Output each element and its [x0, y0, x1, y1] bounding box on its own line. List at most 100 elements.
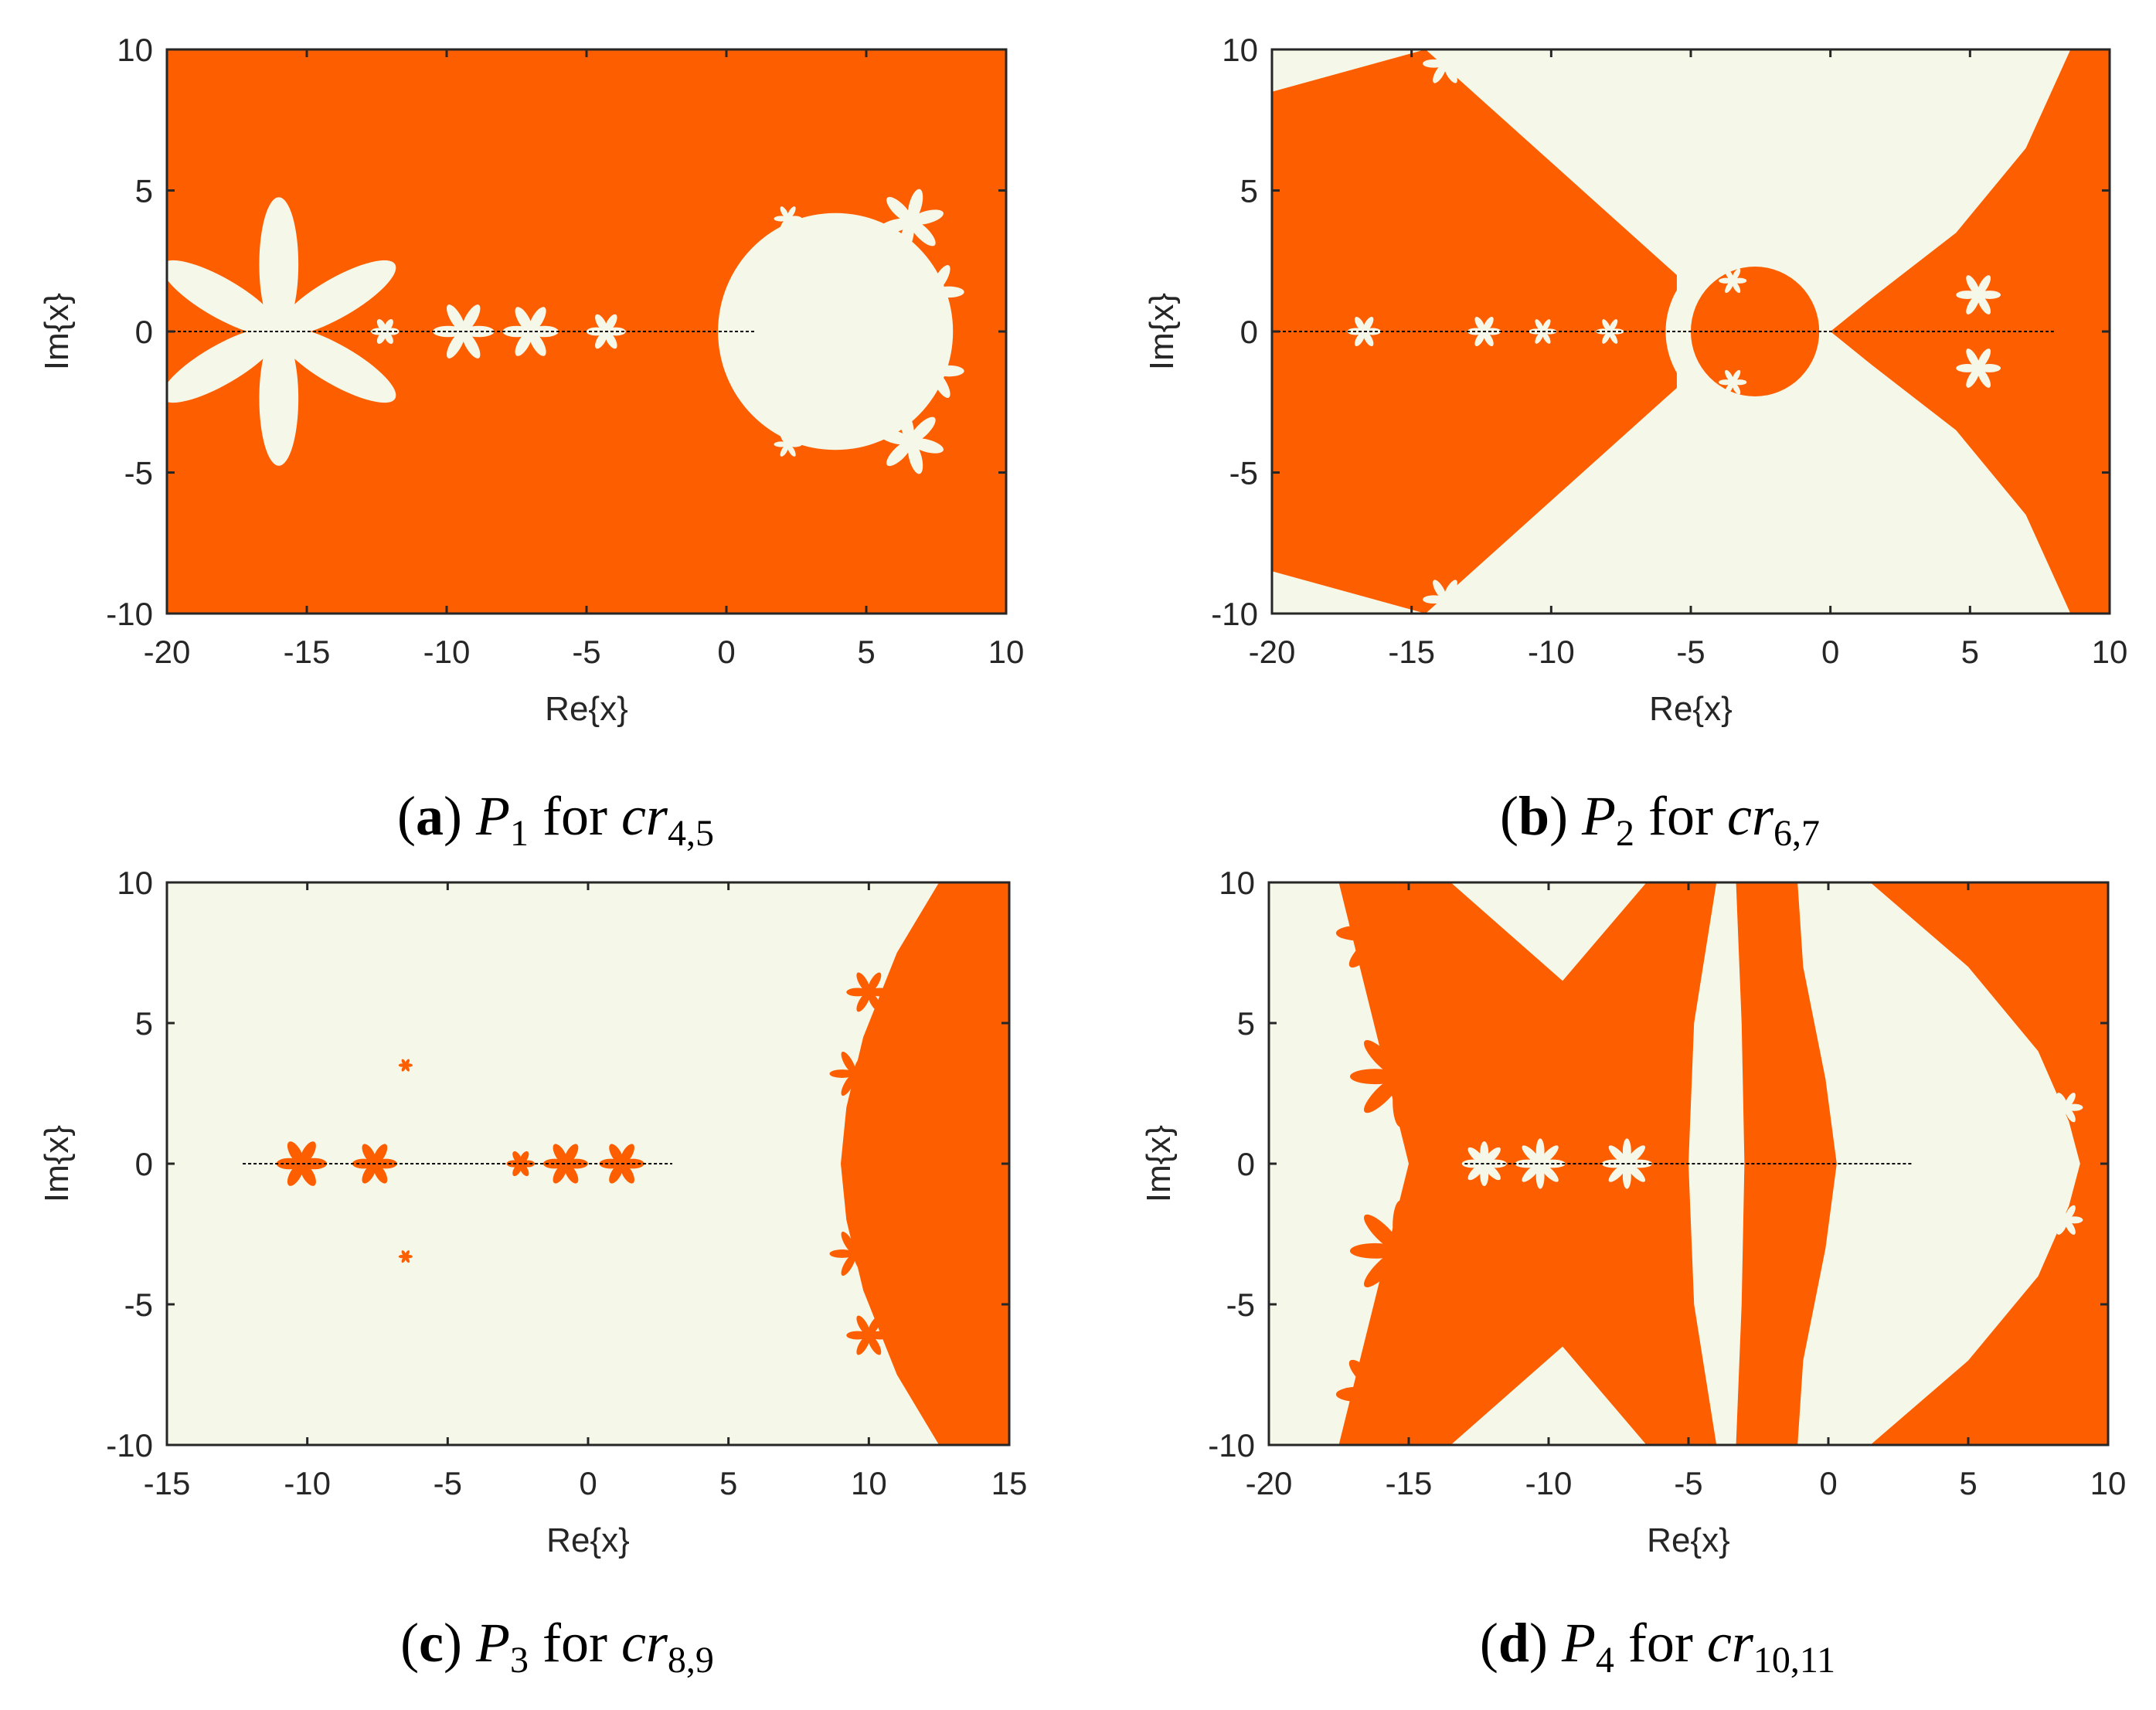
y-tick-label-a: -10: [106, 596, 153, 632]
fractal-flower-a-1: [167, 197, 396, 466]
x-tick-label-c: -15: [144, 1465, 191, 1501]
fractal-flower-c-1: [846, 972, 892, 1012]
fractal-flower-d-7: [1335, 1346, 1431, 1443]
y-tick-label-c: 10: [117, 865, 153, 901]
fractal-flower-d-4: [1335, 885, 1431, 981]
x-tick-label-c: 5: [719, 1465, 737, 1501]
y-tick-label-d: 5: [1237, 1005, 1255, 1042]
fractal-flower-b-14: [1719, 268, 1747, 294]
x-tick-label-b: -20: [1249, 634, 1296, 670]
fractal-flower-b-9: [1956, 348, 2001, 388]
x-axis-label-b: Re{x}: [1649, 690, 1733, 728]
x-tick-label-a: -10: [423, 634, 471, 670]
fractal-flower-c-9: [599, 1144, 644, 1184]
y-tick-label-c: 0: [135, 1146, 153, 1182]
basin-region-c-0: [841, 882, 1009, 1445]
fractal-flower-d-5: [1349, 1026, 1451, 1127]
fractal-flower-c-3: [829, 1051, 880, 1096]
caption-b: (b) P2 for cr6,7: [1500, 785, 1820, 854]
x-axis-label-a: Re{x}: [545, 690, 628, 728]
x-tick-label-d: 5: [1959, 1465, 1977, 1501]
x-tick-label-b: 5: [1961, 634, 1979, 670]
x-tick-label-c: -10: [284, 1465, 331, 1501]
x-tick-label-a: -5: [572, 634, 600, 670]
fractal-flower-d-11: [2049, 1093, 2083, 1123]
x-tick-label-d: -20: [1246, 1465, 1293, 1501]
y-tick-label-a: 0: [135, 314, 153, 350]
fractal-flower-c-11: [398, 1250, 413, 1263]
fractal-flower-a-7: [903, 265, 964, 319]
y-tick-label-d: -10: [1208, 1427, 1255, 1464]
fractal-flower-b-8: [1956, 275, 2001, 314]
fractal-flower-a-2: [432, 304, 495, 359]
panel-b: -20 -15 -10 -5 0 5 10 -10 -5 0 5 10 Re{x} Im{x} (b) P2…: [1143, 32, 2127, 854]
fractal-flower-a-9: [878, 409, 944, 474]
x-tick-label-b: -5: [1676, 634, 1705, 670]
y-tick-label-d: 10: [1219, 865, 1255, 901]
y-tick-label-a: 10: [117, 32, 153, 68]
y-tick-label-c: -10: [106, 1427, 153, 1464]
fractal-flower-b-15: [1719, 369, 1747, 395]
y-tick-label-b: 10: [1222, 32, 1258, 68]
y-tick-label-b: -10: [1211, 596, 1258, 632]
y-tick-label-b: -5: [1229, 455, 1258, 491]
plot-area-d: [1269, 882, 2108, 1445]
fractal-flower-d-10: [1601, 1138, 1652, 1189]
fractal-flower-d-12: [2049, 1205, 2083, 1235]
y-tick-label-d: -5: [1226, 1287, 1255, 1323]
plot-area-a: [167, 49, 1006, 614]
x-tick-label-a: 5: [857, 634, 875, 670]
x-tick-label-c: -5: [434, 1465, 462, 1501]
fractal-flower-c-5: [276, 1141, 328, 1186]
caption-a: (a) P1 for cr4,5: [397, 785, 714, 854]
y-tick-label-b: 5: [1240, 173, 1258, 209]
x-tick-label-b: -10: [1528, 634, 1575, 670]
panel-d: -20 -15 -10 -5 0 5 10 -10 -5 0 5 10 Re{x} Im{x} (d) P4…: [1140, 865, 2126, 1681]
fractal-flower-b-6: [1423, 49, 1467, 83]
fractal-flower-b-4: [1277, 117, 1323, 157]
y-tick-label-d: 0: [1237, 1146, 1255, 1182]
y-tick-label-b: 0: [1240, 314, 1258, 350]
plot-area-b: [1272, 49, 2110, 614]
y-tick-label-c: -5: [124, 1287, 153, 1323]
x-tick-label-d: -15: [1386, 1465, 1433, 1501]
caption-c: (c) P3 for cr8,9: [400, 1612, 714, 1681]
fractal-flower-c-4: [829, 1231, 880, 1277]
fractal-flower-b-13: [1596, 319, 1624, 344]
x-tick-label-d: -10: [1525, 1465, 1573, 1501]
x-tick-label-c: 0: [579, 1465, 597, 1501]
plot-area-c: [167, 882, 1009, 1445]
fractal-flower-d-6: [1349, 1200, 1451, 1301]
fractal-flower-c-10: [398, 1059, 413, 1072]
x-axis-label-c: Re{x}: [546, 1521, 630, 1559]
y-tick-label-a: -5: [124, 455, 153, 491]
fractal-flower-a-10: [774, 206, 802, 231]
basin-region-d-2: [1741, 882, 1837, 1445]
x-tick-label-b: -15: [1388, 634, 1435, 670]
x-tick-label-c: 15: [991, 1465, 1028, 1501]
fractal-flower-b-10: [1347, 316, 1381, 347]
fractal-flower-b-12: [1529, 319, 1557, 344]
fractal-flower-b-7: [1423, 580, 1467, 614]
y-axis-label-c: Im{x}: [38, 1125, 76, 1202]
x-tick-label-d: -5: [1674, 1465, 1702, 1501]
x-tick-label-b: 10: [2092, 634, 2128, 670]
x-axis-label-d: Re{x}: [1647, 1521, 1730, 1559]
y-axis-label-d: Im{x}: [1140, 1125, 1178, 1202]
fractal-flower-a-11: [774, 432, 802, 457]
y-axis-label-b: Im{x}: [1143, 293, 1181, 370]
y-axis-label-a: Im{x}: [38, 293, 76, 370]
panel-a: -20 -15 -10 -5 0 5 10 -10 -5 0 5 10 Re{x} Im{x} (a) P1…: [38, 32, 1024, 854]
fractal-flower-c-2: [846, 1315, 892, 1355]
x-tick-label-c: 10: [851, 1465, 887, 1501]
x-tick-label-d: 10: [2090, 1465, 2127, 1501]
x-tick-label-d: 0: [1819, 1465, 1837, 1501]
fractal-flower-a-8: [903, 344, 964, 398]
x-tick-label-a: -15: [284, 634, 331, 670]
fractal-flower-a-6: [878, 189, 944, 254]
fractal-flower-a-3: [502, 307, 559, 356]
x-tick-label-a: 0: [717, 634, 735, 670]
fractal-flower-c-8: [542, 1144, 588, 1184]
basin-disk-a-0: [718, 212, 954, 450]
